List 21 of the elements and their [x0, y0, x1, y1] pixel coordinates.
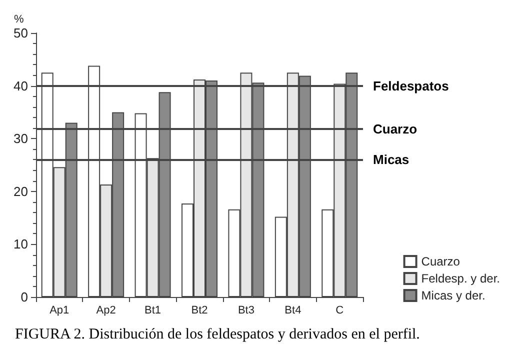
ref-line-label: Micas [373, 152, 410, 168]
x-tick-label: Ap1 [50, 304, 70, 316]
y-tick-label: 0 [20, 290, 28, 304]
x-tick-label: Bt2 [191, 304, 208, 316]
x-tick-label: Bt4 [284, 304, 302, 316]
legend-label: Feldesp. y der. [421, 272, 500, 286]
ref-line-label: Cuarzo [373, 122, 418, 137]
y-tick-label: 50 [14, 26, 28, 40]
y-tick-label: 40 [14, 78, 28, 94]
y-tick-label: 30 [14, 131, 28, 146]
x-tick-label: Ap2 [96, 304, 116, 316]
x-tick-label: C [336, 304, 344, 316]
legend-label: Micas y der. [421, 288, 486, 302]
y-tick-label: 20 [14, 184, 28, 199]
text: FIGURA 2. Distribución de los feldespatos y derivados en el perfil. [15, 326, 420, 342]
x-tick-label: Bt3 [238, 304, 254, 316]
y-axis-title: % [14, 14, 24, 26]
legend-label: Cuarzo [421, 254, 460, 268]
x-tick-label: Bt1 [144, 304, 162, 316]
y-tick-label: 10 [14, 236, 28, 252]
ref-line-label: Feldespatos [373, 78, 449, 94]
